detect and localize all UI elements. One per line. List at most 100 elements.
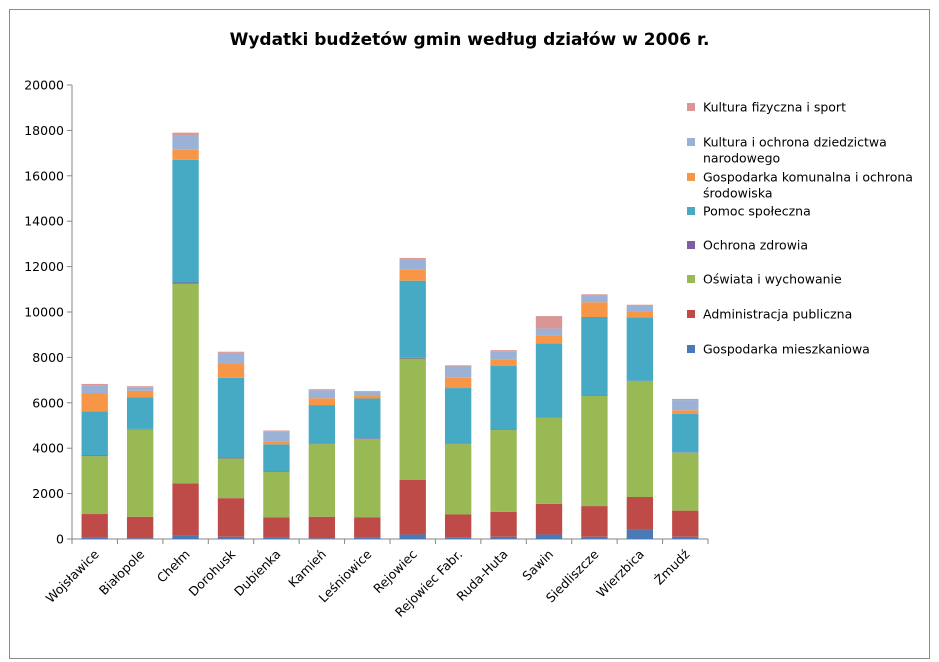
bar-segment (172, 159, 199, 283)
bar-segment (308, 538, 336, 539)
x-tick-label: Kamień (285, 547, 329, 591)
bar-segment (308, 444, 336, 517)
legend-label: Gospodarka mieszkaniowa (703, 342, 870, 357)
bar-segment (308, 390, 336, 399)
bar-segment (81, 456, 108, 515)
legend-label-line: Pomoc społeczna (703, 204, 811, 219)
y-tick-label: 14000 (24, 214, 64, 229)
legend-label-line: narodowego (703, 151, 780, 166)
bar-segment (263, 441, 290, 445)
bar-segment (490, 430, 517, 512)
bar-segment (217, 377, 245, 458)
bar-segment (126, 397, 154, 429)
chart-frame (9, 9, 930, 659)
legend-label-line: Kultura fizyczna i sport (703, 100, 846, 115)
bar-segment (354, 391, 381, 396)
bar-segment (399, 479, 426, 535)
bar-segment (263, 431, 290, 442)
bar-segment (354, 537, 381, 539)
bar-segment (672, 510, 699, 537)
bar-segment (354, 517, 381, 538)
legend-label: Kultura i ochrona dziedzictwa narodowego (703, 135, 887, 166)
bar-segment (581, 506, 608, 537)
bar-segment (581, 295, 608, 303)
legend-swatch (687, 138, 695, 146)
bar-segment (172, 149, 199, 160)
bar-segment (308, 398, 336, 406)
x-tick-label: Dorohusk (186, 546, 239, 599)
legend-swatch (687, 103, 695, 111)
bar-segment (444, 365, 472, 367)
bar-segment (172, 483, 199, 536)
bar-segment (535, 417, 563, 504)
bar-segment (535, 328, 563, 336)
bar-segment (217, 458, 245, 499)
bar-segment (626, 381, 654, 498)
bar-segment (672, 452, 699, 511)
bar-segment (81, 411, 108, 456)
bar-segment (581, 536, 608, 539)
bar-segment (490, 536, 517, 539)
legend-label: Kultura fizyczna i sport (703, 100, 846, 115)
bar-segment (444, 514, 472, 538)
legend-swatch (687, 241, 695, 249)
bar-segment (126, 390, 154, 398)
bar-segment (308, 405, 336, 444)
bar-segment (444, 537, 472, 539)
bar-segment (490, 350, 517, 352)
legend-swatch (687, 173, 695, 181)
bar-segment (672, 410, 699, 414)
bar-segment (81, 537, 108, 539)
bar-segment (399, 280, 426, 358)
bar-segment (354, 438, 381, 439)
legend-swatch (687, 207, 695, 215)
legend-swatch (687, 345, 695, 353)
legend-label-line: Gospodarka mieszkaniowa (703, 342, 870, 357)
bar-segment (581, 302, 608, 317)
bar-segment (581, 395, 608, 396)
x-tick-label: Dubienka (231, 547, 284, 600)
bar-segment (490, 366, 517, 430)
bar-segment (535, 335, 563, 344)
bar-segment (126, 387, 154, 391)
legend-label-line: Oświata i wychowanie (703, 272, 842, 287)
bar-segment (672, 413, 699, 453)
bar-segment (626, 311, 654, 318)
legend-swatch (687, 275, 695, 283)
bar-segment (535, 503, 563, 535)
bar-segment (81, 385, 108, 394)
bar-segment (354, 395, 381, 399)
bar-segment (172, 535, 199, 539)
bar-segment (81, 393, 108, 412)
bar-segment (672, 398, 699, 401)
bar-segment (263, 517, 290, 538)
legend-label: Pomoc społeczna (703, 204, 811, 219)
bar-segment (126, 516, 154, 539)
x-tick-label: Wojsławice (43, 546, 102, 605)
bar-segment (172, 132, 199, 135)
legend-label: Ochrona zdrowia (703, 238, 808, 253)
bar-segment (217, 536, 245, 539)
bar-segment (444, 366, 472, 378)
legend-label-line: środowiska (703, 186, 773, 201)
legend-label-line: Kultura i ochrona dziedzictwa (703, 135, 887, 150)
bar-segment (126, 429, 154, 517)
bar-segment (581, 294, 608, 296)
bar-segment (626, 497, 654, 530)
bar-segment (581, 395, 608, 507)
bar-segment (308, 516, 336, 539)
bar-segment (581, 316, 608, 396)
legend: Kultura fizyczna i sport Kultura i ochron… (687, 100, 913, 357)
legend-label-line: Administracja publiczna (703, 307, 852, 322)
bar-segment (399, 358, 426, 480)
bar-segment (444, 444, 472, 515)
bar-segment (217, 498, 245, 537)
bar-segment (626, 317, 654, 381)
y-tick-label: 4000 (32, 441, 64, 456)
bar-segment (399, 357, 426, 359)
bar-segment (354, 398, 381, 439)
x-tick-label: Żmudź (651, 546, 692, 587)
bar-segment (217, 457, 245, 459)
bar-segment (535, 343, 563, 418)
y-tick-label: 18000 (24, 123, 64, 138)
